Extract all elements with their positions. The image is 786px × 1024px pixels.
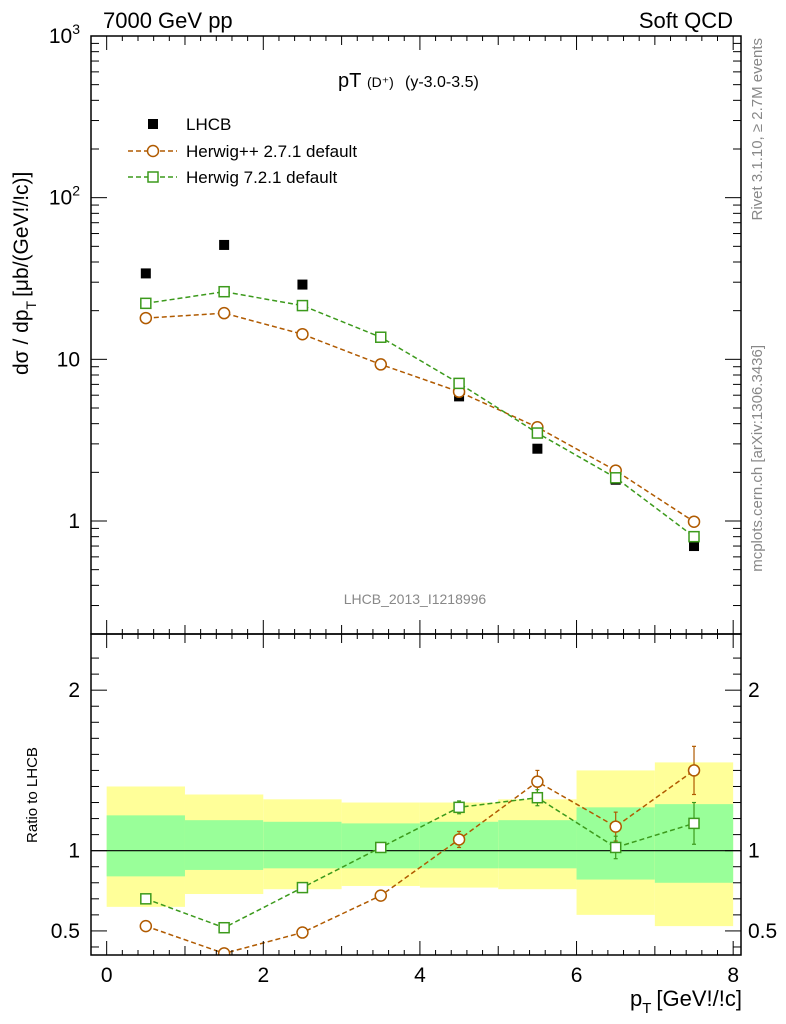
ratio-point xyxy=(296,926,309,939)
data-point xyxy=(217,306,231,320)
data-point xyxy=(296,299,309,312)
x-tick-label: 6 xyxy=(571,964,583,987)
y-tick-label: 10 xyxy=(57,348,80,371)
ylabel-main: dσ / dp xyxy=(10,309,33,375)
ratio-point xyxy=(609,820,622,833)
data-point xyxy=(140,297,152,310)
ratio-line-1 xyxy=(145,769,695,955)
y-tick-base: 1 xyxy=(68,510,80,533)
data-point xyxy=(531,427,544,439)
legend-marker xyxy=(148,119,158,129)
ratio-point xyxy=(139,919,153,933)
xlabel-units: [GeV!/!c] xyxy=(656,986,742,1011)
legend-label: Herwig++ 2.7.1 default xyxy=(186,142,357,161)
ratio-line-2 xyxy=(145,796,695,929)
data-point xyxy=(219,239,230,250)
data-point xyxy=(689,541,700,552)
x-tick-label: 0 xyxy=(101,964,113,987)
legend-marker xyxy=(147,171,159,183)
legend-label: Herwig 7.2.1 default xyxy=(186,168,337,187)
ratio-y-tick-label-right: 1 xyxy=(748,840,760,863)
data-point xyxy=(687,515,701,528)
legend-label: LHCB xyxy=(186,115,231,134)
ratio-point xyxy=(218,921,230,934)
data-point xyxy=(453,377,465,390)
data-point xyxy=(375,331,387,343)
ylabel-sub: T xyxy=(23,300,39,309)
title-tail: (y-3.0-3.5) xyxy=(405,74,479,91)
title-main: pT xyxy=(338,70,361,92)
ylabel-units: [μb/(GeV!/!c)] xyxy=(10,172,33,297)
ratio-point xyxy=(296,881,309,894)
process-label: Soft QCD xyxy=(639,8,733,33)
ratio-y-axis-label: Ratio to LHCB xyxy=(24,747,41,843)
ratio-point xyxy=(687,764,701,777)
y-tick-label: 103 xyxy=(49,21,80,48)
series-line-2 xyxy=(145,290,695,538)
y-tick-base: 10 xyxy=(57,348,80,371)
data-point xyxy=(609,472,622,484)
ratio-point xyxy=(609,841,622,854)
inner-band-bin xyxy=(106,815,185,877)
ratio-y-tick-label: 1 xyxy=(68,840,80,863)
data-point xyxy=(140,268,151,279)
x-tick-label: 4 xyxy=(414,964,426,987)
ratio-point xyxy=(452,833,466,846)
ratio-point xyxy=(531,791,544,804)
data-point xyxy=(296,327,309,341)
ratio-point xyxy=(140,893,152,905)
y-tick-base: 10 xyxy=(49,25,72,48)
y-tick-exponent: 3 xyxy=(72,21,80,37)
analysis-watermark: LHCB_2013_I1218996 xyxy=(344,591,487,607)
ratio-point xyxy=(374,889,388,902)
series-line-1 xyxy=(145,312,695,523)
svg-text:dσ / dpT[μb/(GeV!/!c)]: dσ / dpT [μb/(GeV!/!c)] xyxy=(10,172,39,375)
y-tick-label: 102 xyxy=(49,183,80,210)
ratio-point xyxy=(453,801,465,814)
inner-band-bin xyxy=(498,820,577,869)
ratio-y-tick-label: 2 xyxy=(68,679,80,702)
y-tick-exponent: 2 xyxy=(72,183,80,199)
main-series-layer xyxy=(139,239,701,552)
ratio-y-tick-label-right: 0.5 xyxy=(748,920,777,943)
title-sub: (D⁺) xyxy=(367,74,394,90)
ratio-uncertainty-bands xyxy=(91,762,741,927)
ratio-frame xyxy=(90,633,742,956)
y-tick-label: 1 xyxy=(68,510,80,533)
ratio-point xyxy=(375,841,387,854)
ratio-y-tick-label: 0.5 xyxy=(51,920,80,943)
data-point xyxy=(218,285,230,298)
main-plot-title: pT (D⁺) (y-3.0-3.5) xyxy=(338,70,479,92)
data-point xyxy=(374,358,388,371)
ratio-point xyxy=(688,817,700,830)
legend: LHCB Herwig++ 2.7.1 default Herwig 7.2.1 d… xyxy=(128,115,357,187)
legend-marker xyxy=(146,144,160,158)
x-axis-label: pT [GeV!/!c] xyxy=(630,986,742,1017)
data-point xyxy=(139,311,153,325)
main-y-axis-label: dσ / dpT [μb/(GeV!/!c)] xyxy=(10,172,39,375)
rivet-version-label: Rivet 3.1.10, ≥ 2.7M events xyxy=(749,38,766,221)
mcplots-label: mcplots.cern.ch [arXiv:1306.3436] xyxy=(749,345,766,572)
x-tick-label: 8 xyxy=(727,964,739,987)
data-point xyxy=(532,443,543,454)
xlabel-main: p xyxy=(630,986,642,1011)
ratio-point xyxy=(217,947,231,955)
inner-band-bin xyxy=(263,821,342,869)
inner-band-bin xyxy=(184,820,264,870)
ratio-y-tick-label-right: 2 xyxy=(748,679,760,702)
data-point xyxy=(297,279,308,290)
ratio-point xyxy=(531,775,544,788)
ratio-series-layer xyxy=(139,745,701,955)
y-tick-base: 10 xyxy=(49,187,72,210)
data-point xyxy=(688,530,700,543)
energy-label: 7000 GeV pp xyxy=(103,8,233,33)
x-tick-label: 2 xyxy=(257,964,269,987)
xlabel-sub: T xyxy=(642,1000,651,1017)
